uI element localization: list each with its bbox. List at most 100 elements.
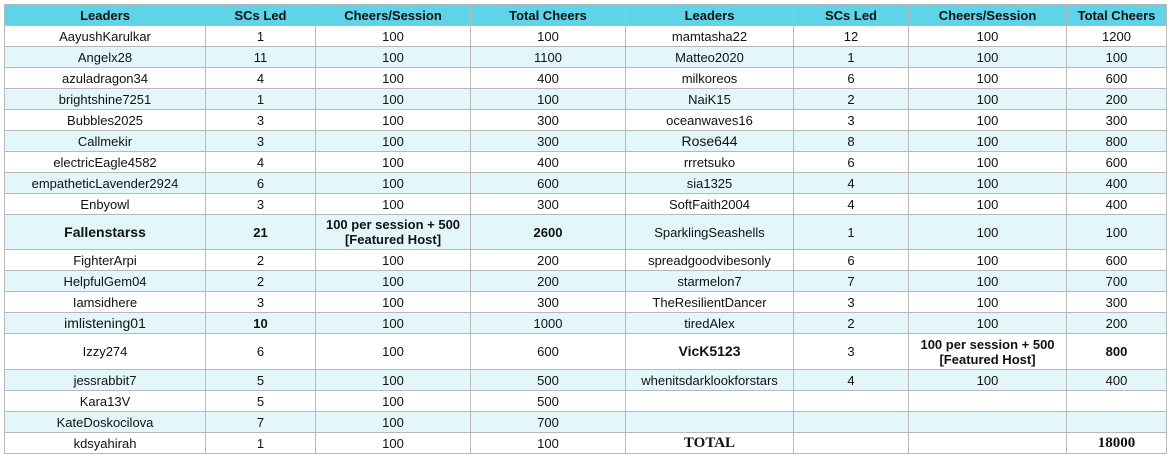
table-cell: 100 (315, 67, 471, 89)
table-cell: whenitsdarklookforstars (625, 369, 794, 391)
table-row: Fallenstarss 21 100 per session + 500 [Fea… (4, 214, 1167, 250)
table-cell: 100 (908, 369, 1067, 391)
table-cell: 100 (315, 88, 471, 110)
table-cell: Rose644 (625, 130, 794, 152)
table-cell: 300 (470, 109, 626, 131)
table-cell: TOTAL (625, 432, 794, 454)
table-cell: 1 (793, 46, 909, 68)
table-cell: electricEagle4582 (4, 151, 206, 173)
table-cell: spreadgoodvibesonly (625, 249, 794, 271)
table-cell: 2 (205, 249, 316, 271)
table-cell: AayushKarulkar (4, 25, 206, 47)
table-cell: Angelx28 (4, 46, 206, 68)
table-cell: 3 (205, 109, 316, 131)
table-cell: azuladragon34 (4, 67, 206, 89)
table-cell: 200 (1066, 88, 1167, 110)
table-cell: 200 (1066, 312, 1167, 334)
table-cell: 100 (315, 270, 471, 292)
table-row: AayushKarulkar 1 100 100 mamtasha22 12 100 1200 (4, 25, 1167, 47)
table-cell: 1 (205, 432, 316, 454)
table-cell: 100 (315, 25, 471, 47)
table-row: Kara13V 5 100 500 (4, 390, 1167, 412)
table-cell (908, 411, 1067, 433)
table-cell: 300 (1066, 291, 1167, 313)
table-cell: 600 (1066, 151, 1167, 173)
table-cell: 400 (470, 151, 626, 173)
table-cell: 100 (315, 172, 471, 194)
table-body: AayushKarulkar 1 100 100 mamtasha22 12 100 1200… (4, 25, 1167, 454)
table-cell: Iamsidhere (4, 291, 206, 313)
table-cell: 200 (470, 249, 626, 271)
table-cell: 100 per session + 500 [Featured Host] (315, 214, 471, 250)
table-row: kdsyahirah 1 100 100 TOTAL 18000 (4, 432, 1167, 454)
table-cell: 100 (470, 25, 626, 47)
table-cell: 1200 (1066, 25, 1167, 47)
table-cell: oceanwaves16 (625, 109, 794, 131)
leaders-table: Leaders SCs Led Cheers/Session Total Cheers… (4, 4, 1167, 454)
table-cell: 3 (205, 193, 316, 215)
table-cell: SparklingSeashells (625, 214, 794, 250)
table-cell: kdsyahirah (4, 432, 206, 454)
column-header: Total Cheers (1066, 4, 1167, 26)
table-cell: 5 (205, 369, 316, 391)
table-cell: 100 (908, 67, 1067, 89)
table-cell: 18000 (1066, 432, 1167, 454)
table-cell: 100 (315, 151, 471, 173)
table-cell: 600 (1066, 249, 1167, 271)
table-cell: 100 (908, 270, 1067, 292)
table-cell: 3 (793, 333, 909, 370)
table-cell: 300 (470, 130, 626, 152)
table-cell: starmelon7 (625, 270, 794, 292)
table-row: HelpfulGem04 2 100 200 starmelon7 7 100 700 (4, 270, 1167, 292)
table-cell: sia1325 (625, 172, 794, 194)
table-cell: 100 (315, 291, 471, 313)
table-cell: 1100 (470, 46, 626, 68)
table-cell: 4 (793, 193, 909, 215)
table-cell: 5 (205, 390, 316, 412)
table-cell: Enbyowl (4, 193, 206, 215)
table-cell (1066, 390, 1167, 412)
table-cell: 100 (908, 109, 1067, 131)
table-cell (625, 390, 794, 412)
table-cell: mamtasha22 (625, 25, 794, 47)
table-cell: Bubbles2025 (4, 109, 206, 131)
table-cell: 100 (908, 46, 1067, 68)
table-cell: 100 (470, 432, 626, 454)
table-cell: 7 (205, 411, 316, 433)
table-cell: 100 (315, 369, 471, 391)
table-cell: 100 (1066, 214, 1167, 250)
table-cell: 100 (908, 249, 1067, 271)
table-cell: 100 (908, 214, 1067, 250)
table-cell (1066, 411, 1167, 433)
table-cell: tiredAlex (625, 312, 794, 334)
table-cell: jessrabbit7 (4, 369, 206, 391)
column-header: Leaders (4, 4, 206, 26)
table-row: Izzy274 6 100 600 VicK5123 3 100 per session +… (4, 333, 1167, 370)
table-cell: 100 (315, 46, 471, 68)
table-cell: milkoreos (625, 67, 794, 89)
table-cell: 400 (1066, 369, 1167, 391)
table-cell: 800 (1066, 130, 1167, 152)
table-cell: 100 (315, 312, 471, 334)
table-cell (625, 411, 794, 433)
table-cell: 100 (315, 432, 471, 454)
table-row: azuladragon34 4 100 400 milkoreos 6 100 600 (4, 67, 1167, 89)
table-cell: 300 (1066, 109, 1167, 131)
table-cell: 1 (205, 25, 316, 47)
table-cell: NaiK15 (625, 88, 794, 110)
table-cell: 2600 (470, 214, 626, 250)
table-row: KateDoskocilova 7 100 700 (4, 411, 1167, 433)
table-cell: 100 (908, 193, 1067, 215)
table-cell: 4 (793, 369, 909, 391)
table-cell: 100 per session + 500 [Featured Host] (908, 333, 1067, 370)
table-cell: 11 (205, 46, 316, 68)
table-cell: 100 (908, 151, 1067, 173)
table-row: Angelx28 11 100 1100 Matteo2020 1 100 100 (4, 46, 1167, 68)
table-cell: imlistening01 (4, 312, 206, 334)
table-cell: 100 (315, 390, 471, 412)
table-cell: VicK5123 (625, 333, 794, 370)
table-cell: 100 (908, 25, 1067, 47)
table-cell: Callmekir (4, 130, 206, 152)
table-row: empatheticLavender2924 6 100 600 sia1325 4 100… (4, 172, 1167, 194)
